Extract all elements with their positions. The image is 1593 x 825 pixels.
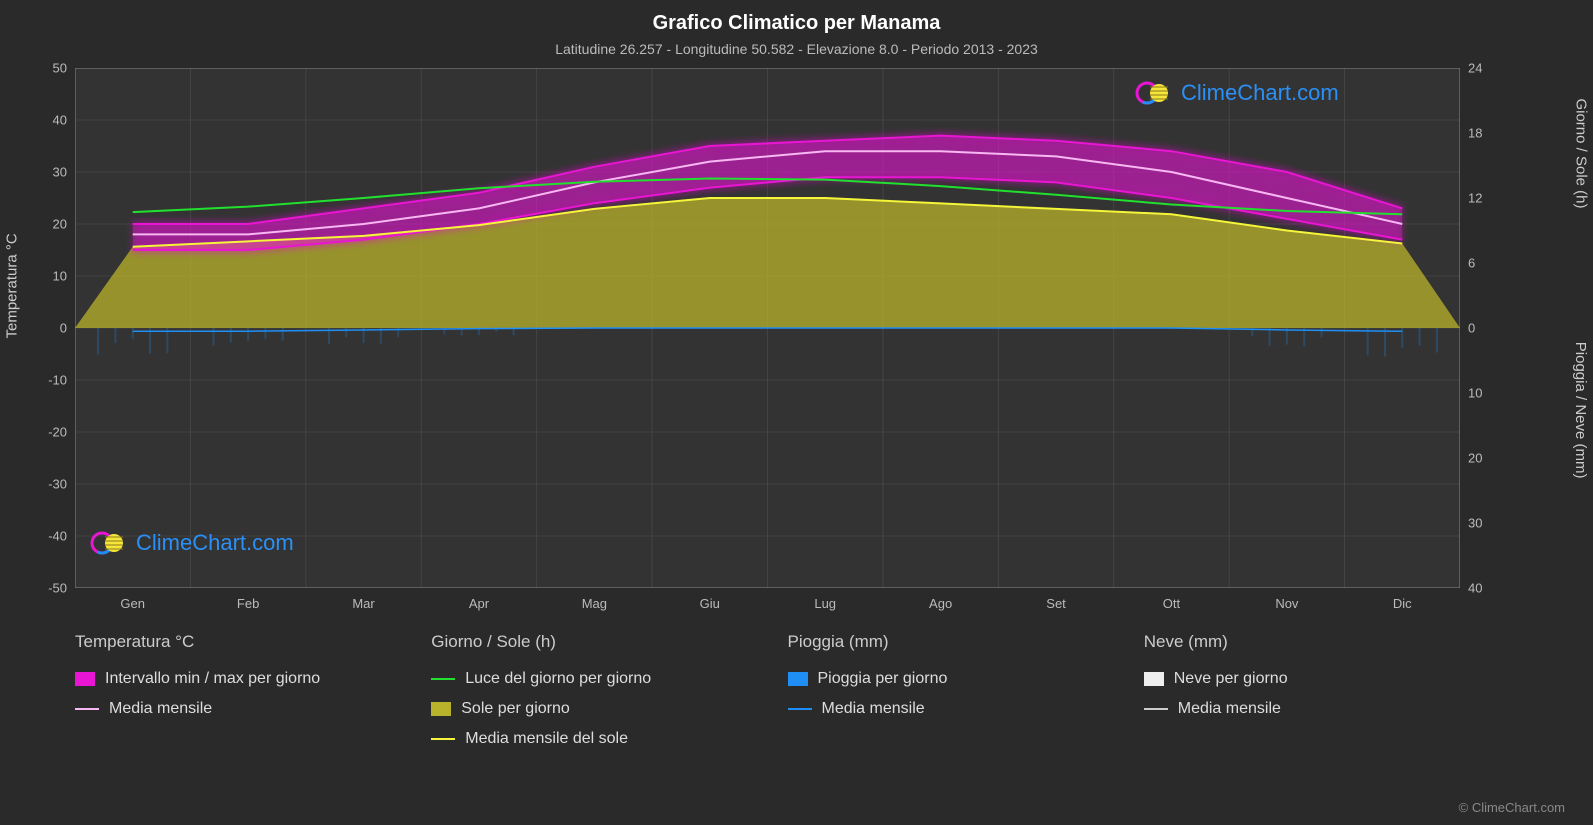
y-tick-left: 30 xyxy=(53,165,67,180)
legend-item: Intervallo min / max per giorno xyxy=(75,670,391,688)
x-tick-month: Set xyxy=(1046,596,1066,611)
legend-swatch xyxy=(75,708,99,710)
y-tick-right-hours: 18 xyxy=(1468,126,1482,141)
legend-item: Neve per giorno xyxy=(1144,670,1460,688)
x-tick-month: Gen xyxy=(120,596,145,611)
y-tick-left: -30 xyxy=(48,477,67,492)
legend-item-label: Intervallo min / max per giorno xyxy=(105,670,320,688)
x-tick-month: Ott xyxy=(1163,596,1180,611)
x-tick-month: Dic xyxy=(1393,596,1412,611)
legend-item: Luce del giorno per giorno xyxy=(431,670,747,688)
x-tick-month: Apr xyxy=(469,596,489,611)
climate-chart-panel: Grafico Climatico per Manama Latitudine … xyxy=(0,0,1593,825)
logo-icon xyxy=(90,530,130,556)
legend-item-label: Media mensile xyxy=(109,700,212,718)
y-tick-left: 0 xyxy=(60,321,67,336)
legend-swatch xyxy=(1144,708,1168,710)
y-tick-left: 50 xyxy=(53,61,67,76)
legend-group: Pioggia (mm) Pioggia per giorno Media mens… xyxy=(788,632,1104,748)
y-tick-left: 40 xyxy=(53,113,67,128)
legend-item-label: Pioggia per giorno xyxy=(818,670,948,688)
legend-item-label: Media mensile xyxy=(822,700,925,718)
y-tick-left: 20 xyxy=(53,217,67,232)
y-tick-right-mm: 10 xyxy=(1468,386,1482,401)
legend-swatch xyxy=(788,708,812,710)
y-tick-left: -20 xyxy=(48,425,67,440)
legend-item: Media mensile xyxy=(788,700,1104,718)
legend-group-title: Pioggia (mm) xyxy=(788,632,1104,652)
y-tick-right-hours: 0 xyxy=(1468,321,1475,336)
y-tick-right-hours: 24 xyxy=(1468,61,1482,76)
legend-group-title: Giorno / Sole (h) xyxy=(431,632,747,652)
y-axis-label-left: Temperatura °C xyxy=(4,233,21,338)
legend: Temperatura °C Intervallo min / max per g… xyxy=(75,632,1460,748)
x-tick-month: Nov xyxy=(1275,596,1298,611)
legend-item: Media mensile del sole xyxy=(431,730,747,748)
chart-title: Grafico Climatico per Manama xyxy=(0,0,1593,35)
legend-item: Pioggia per giorno xyxy=(788,670,1104,688)
legend-swatch xyxy=(75,672,95,686)
chart-subtitle: Latitudine 26.257 - Longitudine 50.582 -… xyxy=(0,35,1593,57)
y-tick-right-hours: 12 xyxy=(1468,191,1482,206)
copyright-label: © ClimeChart.com xyxy=(1459,800,1565,815)
y-axis-label-right-hours: Giorno / Sole (h) xyxy=(1573,98,1590,208)
y-tick-right-mm: 40 xyxy=(1468,581,1482,596)
legend-item-label: Media mensile del sole xyxy=(465,730,628,748)
y-tick-right-mm: 30 xyxy=(1468,516,1482,531)
y-axis-label-right-mm: Pioggia / Neve (mm) xyxy=(1573,342,1590,479)
y-tick-right-hours: 6 xyxy=(1468,256,1475,271)
legend-swatch xyxy=(788,672,808,686)
legend-item-label: Neve per giorno xyxy=(1174,670,1288,688)
legend-item-label: Sole per giorno xyxy=(461,700,570,718)
legend-group-title: Temperatura °C xyxy=(75,632,391,652)
watermark-text: ClimeChart.com xyxy=(1181,80,1339,106)
legend-swatch xyxy=(1144,672,1164,686)
y-tick-left: -10 xyxy=(48,373,67,388)
logo-icon xyxy=(1135,80,1175,106)
plot-area: -50-40-30-20-100102030405006121824102030… xyxy=(75,68,1460,588)
legend-item: Media mensile xyxy=(75,700,391,718)
watermark-text: ClimeChart.com xyxy=(136,530,294,556)
x-tick-month: Lug xyxy=(814,596,836,611)
legend-swatch xyxy=(431,702,451,716)
legend-swatch xyxy=(431,738,455,740)
legend-item-label: Media mensile xyxy=(1178,700,1281,718)
legend-group: Temperatura °C Intervallo min / max per g… xyxy=(75,632,391,748)
x-tick-month: Mar xyxy=(352,596,374,611)
x-tick-month: Mag xyxy=(582,596,607,611)
x-tick-month: Feb xyxy=(237,596,259,611)
y-tick-left: -50 xyxy=(48,581,67,596)
x-tick-month: Giu xyxy=(700,596,720,611)
watermark: ClimeChart.com xyxy=(1135,80,1339,106)
legend-item: Sole per giorno xyxy=(431,700,747,718)
y-tick-right-mm: 20 xyxy=(1468,451,1482,466)
legend-item: Media mensile xyxy=(1144,700,1460,718)
legend-group-title: Neve (mm) xyxy=(1144,632,1460,652)
legend-item-label: Luce del giorno per giorno xyxy=(465,670,651,688)
legend-group: Giorno / Sole (h) Luce del giorno per gio… xyxy=(431,632,747,748)
x-tick-month: Ago xyxy=(929,596,952,611)
legend-swatch xyxy=(431,678,455,680)
legend-group: Neve (mm) Neve per giorno Media mensile xyxy=(1144,632,1460,748)
y-tick-left: -40 xyxy=(48,529,67,544)
watermark: ClimeChart.com xyxy=(90,530,294,556)
y-tick-left: 10 xyxy=(53,269,67,284)
